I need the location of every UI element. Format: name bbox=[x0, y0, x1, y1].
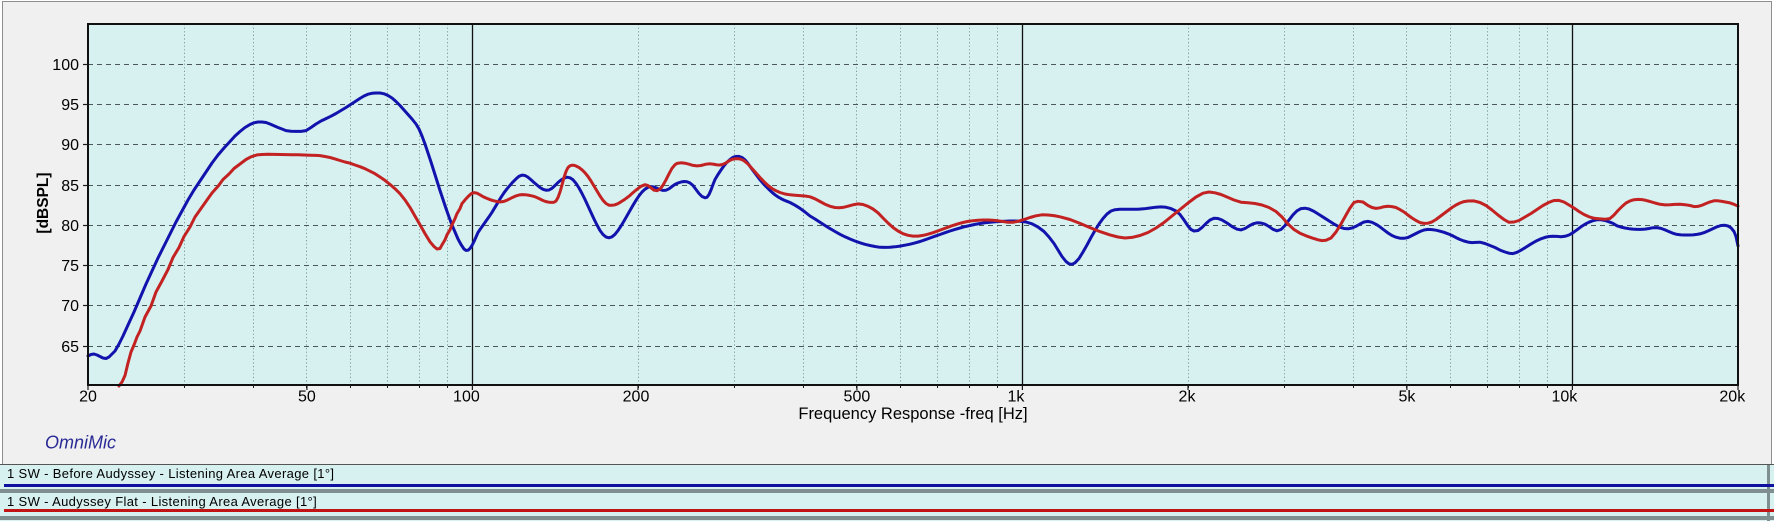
svg-text:85: 85 bbox=[61, 178, 79, 195]
svg-text:95: 95 bbox=[61, 97, 79, 114]
svg-text:50: 50 bbox=[298, 388, 316, 405]
svg-text:10k: 10k bbox=[1552, 388, 1579, 405]
svg-text:OmniMic: OmniMic bbox=[45, 433, 116, 453]
svg-text:70: 70 bbox=[61, 298, 79, 315]
svg-text:Frequency Response -freq [Hz]: Frequency Response -freq [Hz] bbox=[798, 405, 1027, 423]
svg-text:200: 200 bbox=[623, 388, 650, 405]
svg-text:65: 65 bbox=[61, 339, 79, 356]
svg-text:80: 80 bbox=[61, 218, 79, 235]
svg-text:[dBSPL]: [dBSPL] bbox=[35, 172, 52, 233]
svg-text:2k: 2k bbox=[1179, 388, 1197, 405]
svg-text:90: 90 bbox=[61, 137, 79, 154]
svg-text:500: 500 bbox=[844, 388, 871, 405]
svg-text:75: 75 bbox=[61, 258, 79, 275]
svg-text:20: 20 bbox=[79, 388, 97, 405]
svg-text:5k: 5k bbox=[1398, 388, 1416, 405]
svg-text:20k: 20k bbox=[1719, 388, 1746, 405]
svg-text:100: 100 bbox=[52, 57, 79, 74]
svg-text:100: 100 bbox=[453, 388, 480, 405]
svg-text:1k: 1k bbox=[1007, 388, 1025, 405]
